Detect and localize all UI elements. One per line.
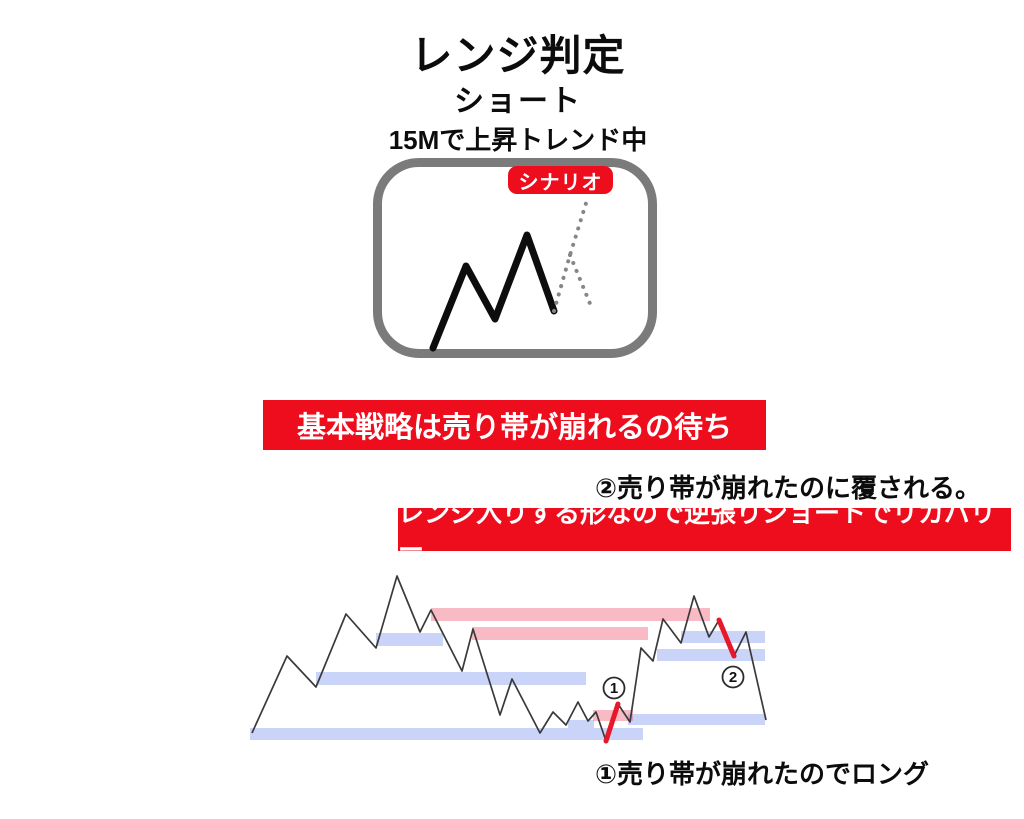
marker-number-2: 2 <box>729 669 737 686</box>
price-chart: 12 <box>250 575 767 744</box>
support-zone-band <box>657 649 765 661</box>
entry-segment-1 <box>603 701 621 744</box>
support-zone-band <box>250 728 643 740</box>
marker-circle-2 <box>721 665 745 689</box>
recovery-banner: レンジ入りする形なので逆張りショートでリカバリー <box>398 498 1011 565</box>
page-subtitle: ショート <box>454 85 582 118</box>
strategy-banner: 基本戦略は売り帯が崩れるの待ち <box>263 400 766 450</box>
marker-number-1: 1 <box>610 680 618 697</box>
sell-zone-band <box>431 608 710 621</box>
support-zone-band <box>568 720 594 728</box>
note-reversal: ②売り帯が崩れたのに覆される。 <box>595 473 982 503</box>
support-zone-band <box>316 672 586 685</box>
support-zone-band <box>628 714 765 725</box>
entry-segment-2 <box>716 617 737 659</box>
support-zone-band <box>376 633 443 646</box>
support-zone-band <box>681 631 765 643</box>
marker-circle-1 <box>602 676 626 700</box>
price-line <box>251 575 767 742</box>
trend-note: 15Mで上昇トレンド中 <box>388 125 648 155</box>
page-title: レンジ判定 <box>410 32 626 79</box>
scenario-mini-chart <box>429 198 593 352</box>
scenario-price-line <box>429 231 558 352</box>
sell-zone-band <box>472 627 648 640</box>
scenario-dotted-path-2 <box>568 253 593 308</box>
note-long-entry: ①売り帯が崩れたのでロング <box>595 759 930 789</box>
scenario-label: シナリオ <box>508 166 613 194</box>
